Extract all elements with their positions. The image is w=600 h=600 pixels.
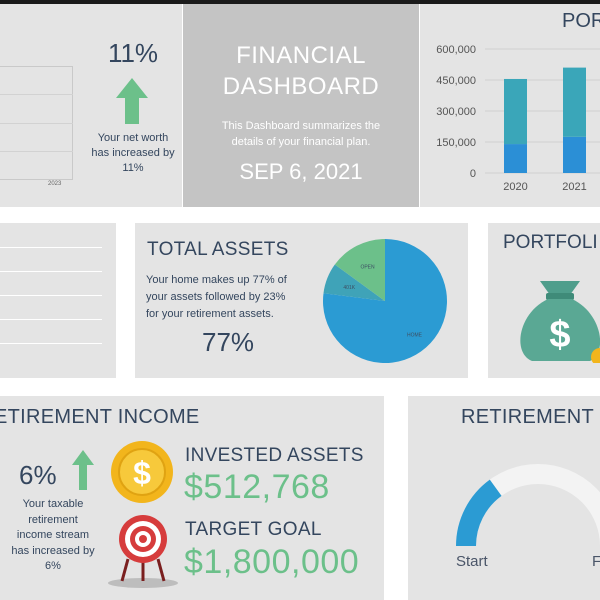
retirement-income-title: ETIREMENT INCOME xyxy=(0,406,200,428)
assets-pie-chart: HOME 401K OPEN xyxy=(323,239,447,363)
bar-segment xyxy=(504,78,527,145)
invested-assets-value: $512,768 xyxy=(184,468,330,506)
svg-text:$: $ xyxy=(549,314,570,356)
dashboard-date: SEP 6, 2021 xyxy=(239,159,363,184)
portfolio-panel: PORTFOLI $ xyxy=(488,223,600,378)
gridline xyxy=(0,151,73,152)
svg-text:$: $ xyxy=(133,455,151,491)
gauge-fill xyxy=(456,479,502,546)
pie-slice-label: 401K xyxy=(343,285,355,291)
bar-segment xyxy=(563,67,586,137)
gridline xyxy=(0,123,73,124)
total-assets-panel: TOTAL ASSETS Your home makes up 77% of y… xyxy=(135,223,468,378)
pie-slice-label: HOME xyxy=(407,332,423,338)
gauge-finish-label: F xyxy=(592,553,600,570)
divider xyxy=(0,319,102,320)
gauge-start-label: Start xyxy=(456,553,488,570)
y-tick-label: 0 xyxy=(470,168,476,180)
top-border xyxy=(0,0,600,4)
money-bag-icon: $ xyxy=(520,281,600,363)
up-arrow-icon xyxy=(116,78,148,124)
y-tick-label: 150,000 xyxy=(436,137,476,149)
pie-slice-label: OPEN xyxy=(360,265,375,271)
dashboard-subtitle: This Dashboard summarizes the details of… xyxy=(221,120,381,148)
divider xyxy=(0,271,102,272)
invested-assets-label: INVESTED ASSETS xyxy=(185,445,364,466)
gridline xyxy=(0,94,73,95)
x-tick-label: 2021 xyxy=(562,181,586,193)
net-worth-panel: 2023 11% Your net worth has increased by… xyxy=(0,4,182,207)
mini-chart-year: 2023 xyxy=(48,181,62,187)
total-assets-percent: 77% xyxy=(202,327,255,357)
retirement-progress-gauge xyxy=(456,464,600,546)
target-icon xyxy=(108,515,178,588)
retirement-date-panel: RETIREMENT D Start F xyxy=(408,396,600,600)
retirement-income-panel: ETIREMENT INCOME 6% Your taxable retirem… xyxy=(0,396,384,600)
y-tick-label: 300,000 xyxy=(436,106,476,118)
total-assets-description: Your home makes up 77% of your assets fo… xyxy=(146,274,287,320)
divider xyxy=(0,295,102,296)
y-tick-label: 450,000 xyxy=(436,75,476,87)
target-goal-label: TARGET GOAL xyxy=(185,519,322,540)
portfolio-title: PORTFOLI xyxy=(503,232,598,253)
pie-slice xyxy=(334,239,385,301)
up-arrow-icon xyxy=(72,450,94,490)
divider xyxy=(0,247,102,248)
list-panel xyxy=(0,223,116,378)
portfolio-chart-panel: POR 600,000 450,000 300,000 150,000 0 2020 202… xyxy=(420,4,600,207)
retirement-date-title: RETIREMENT D xyxy=(461,406,600,428)
dashboard-title-panel: FINANCIAL DASHBOARD This Dashboard summa… xyxy=(183,4,419,207)
bar-segment xyxy=(563,136,586,173)
retirement-income-percent: 6% xyxy=(19,460,57,490)
dashboard-title: FINANCIAL DASHBOARD xyxy=(222,42,380,100)
net-worth-description: Your net worth has increased by 11% xyxy=(91,132,175,174)
divider xyxy=(0,343,102,344)
bar-segment xyxy=(504,144,527,173)
target-goal-value: $1,800,000 xyxy=(184,543,360,581)
portfolio-chart-title: POR xyxy=(562,10,600,32)
retirement-income-description: Your taxable retirement income stream ha… xyxy=(11,498,95,572)
pie-slice xyxy=(323,264,385,301)
dollar-coin-icon: $ xyxy=(111,441,173,503)
net-worth-percent: 11% xyxy=(107,38,159,68)
portfolio-bar-chart: 600,000 450,000 300,000 150,000 0 2020 2021 xyxy=(436,44,600,193)
net-worth-mini-chart xyxy=(0,66,73,180)
y-tick-label: 600,000 xyxy=(436,44,476,56)
total-assets-title: TOTAL ASSETS xyxy=(147,239,289,260)
x-tick-label: 2020 xyxy=(503,181,527,193)
